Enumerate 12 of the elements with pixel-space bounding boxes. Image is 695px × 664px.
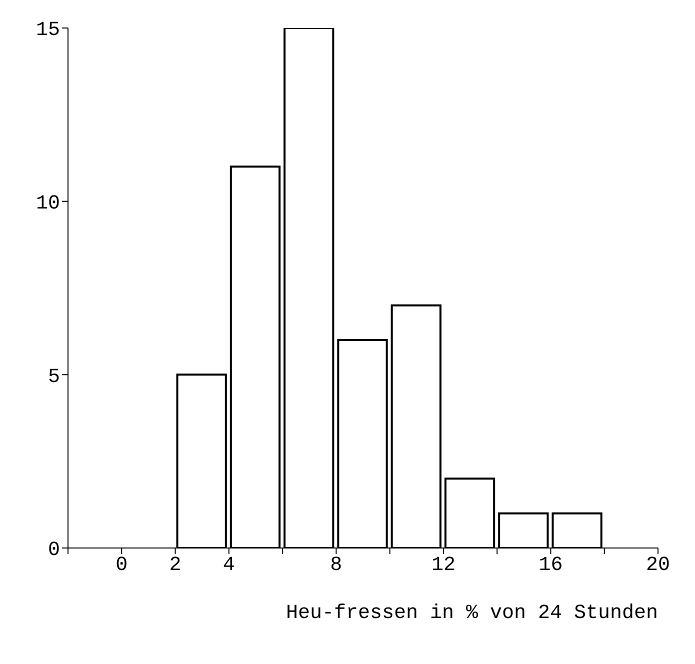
y-tick-label: 0	[48, 539, 60, 562]
y-tick-label: 15	[36, 19, 60, 42]
x-tick-label: 4	[222, 554, 235, 578]
y-tick-label: 5	[48, 366, 60, 389]
y-tick-label: 10	[36, 192, 60, 216]
x-axis-title: Heu-fressen in % von 24 Stunden	[286, 602, 658, 625]
x-tick-label: 12	[431, 554, 456, 578]
x-tick-label: 8	[330, 554, 342, 578]
x-tick-label: 0	[116, 554, 128, 578]
x-tick-label: 20	[646, 554, 670, 578]
x-tick-label: 16	[538, 554, 563, 578]
x-tick-label: 2	[169, 554, 182, 578]
